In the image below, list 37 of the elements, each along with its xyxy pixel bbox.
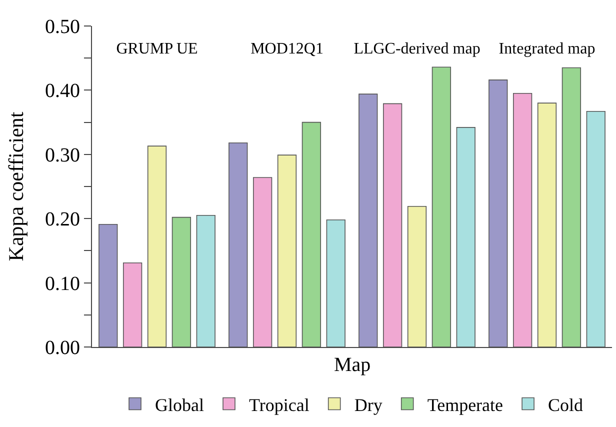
y-tick-label: 0.50	[45, 16, 80, 38]
bar	[383, 103, 402, 347]
bar	[122, 262, 142, 347]
bar	[228, 142, 248, 347]
bar	[172, 216, 192, 347]
y-tick-label: 0.30	[45, 144, 80, 166]
legend-label: Temperate	[427, 394, 504, 415]
x-axis-title: Map	[334, 354, 371, 376]
bar	[196, 214, 216, 347]
bar	[277, 154, 297, 347]
y-tick-label: 0.40	[45, 80, 80, 102]
bar	[98, 224, 118, 347]
y-tick-label: 0.10	[45, 272, 80, 295]
x-tick-label: LLGC-derived map	[354, 40, 480, 58]
bar	[432, 66, 452, 347]
bar	[253, 177, 272, 347]
legend-label: Tropical	[249, 394, 310, 415]
y-axis-title: Kappa coefficient	[4, 112, 28, 262]
y-tick-label: 0.00	[45, 337, 80, 359]
bar	[407, 206, 427, 347]
bar	[513, 93, 532, 347]
bar	[537, 102, 557, 347]
bar	[302, 122, 322, 347]
y-tick-label: 0.20	[45, 208, 80, 231]
bar	[562, 67, 582, 347]
bar	[326, 219, 346, 347]
bar	[358, 94, 378, 347]
x-tick-label: GRUMP UE	[116, 40, 198, 58]
legend-label: Dry	[354, 394, 382, 415]
x-tick-label: Integrated map	[498, 40, 596, 58]
bar	[488, 80, 508, 347]
bar	[147, 146, 167, 347]
legend-label: Global	[155, 394, 204, 415]
bar	[586, 110, 606, 347]
x-tick-label: MOD12Q1	[250, 40, 324, 58]
legend-label: Cold	[548, 394, 584, 415]
bar	[456, 127, 476, 347]
